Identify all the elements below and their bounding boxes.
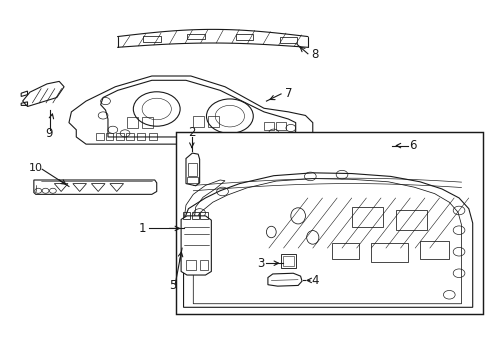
Bar [199, 212, 208, 219]
Bar [370, 243, 407, 262]
Bar [244, 133, 252, 140]
Bar [187, 177, 198, 183]
Bar [96, 133, 103, 140]
Polygon shape [322, 138, 390, 153]
Bar [259, 133, 266, 140]
Polygon shape [185, 153, 199, 186]
Bar [142, 117, 153, 128]
Text: 1: 1 [138, 222, 145, 235]
Text: 7: 7 [284, 87, 291, 100]
Bar [126, 133, 134, 140]
Text: 6: 6 [408, 139, 416, 152]
Bar [186, 33, 204, 39]
Polygon shape [69, 76, 312, 144]
Text: 10: 10 [29, 163, 43, 173]
Bar [190, 133, 198, 140]
Bar [143, 36, 160, 42]
Bar [203, 133, 210, 140]
Bar [235, 34, 253, 40]
Bar [395, 211, 427, 230]
Polygon shape [34, 180, 157, 194]
Text: 8: 8 [311, 48, 318, 61]
Text: 3: 3 [256, 257, 264, 270]
Bar [279, 37, 297, 43]
Polygon shape [267, 273, 302, 286]
Bar [127, 117, 138, 128]
Bar [281, 253, 295, 268]
Bar [288, 133, 296, 140]
Bar [137, 133, 145, 140]
Bar [283, 256, 293, 266]
Bar [419, 241, 448, 259]
Bar [183, 212, 190, 219]
Bar [207, 116, 218, 127]
Text: 5: 5 [168, 279, 176, 292]
Polygon shape [181, 216, 211, 275]
Bar [188, 163, 197, 176]
Bar [331, 243, 358, 259]
Bar [276, 122, 285, 130]
Polygon shape [183, 173, 472, 307]
Bar [215, 133, 223, 140]
Bar [149, 133, 157, 140]
Bar [199, 260, 208, 270]
Bar [176, 132, 483, 315]
Text: 2: 2 [188, 126, 195, 139]
Text: 9: 9 [45, 127, 53, 140]
Bar [264, 122, 273, 130]
Bar [105, 133, 113, 140]
Bar [229, 133, 237, 140]
Bar [185, 260, 195, 270]
Bar [191, 212, 199, 219]
Bar [273, 133, 281, 140]
Text: 4: 4 [311, 274, 319, 287]
Bar [351, 207, 383, 226]
Bar [116, 133, 124, 140]
Bar [193, 116, 203, 127]
